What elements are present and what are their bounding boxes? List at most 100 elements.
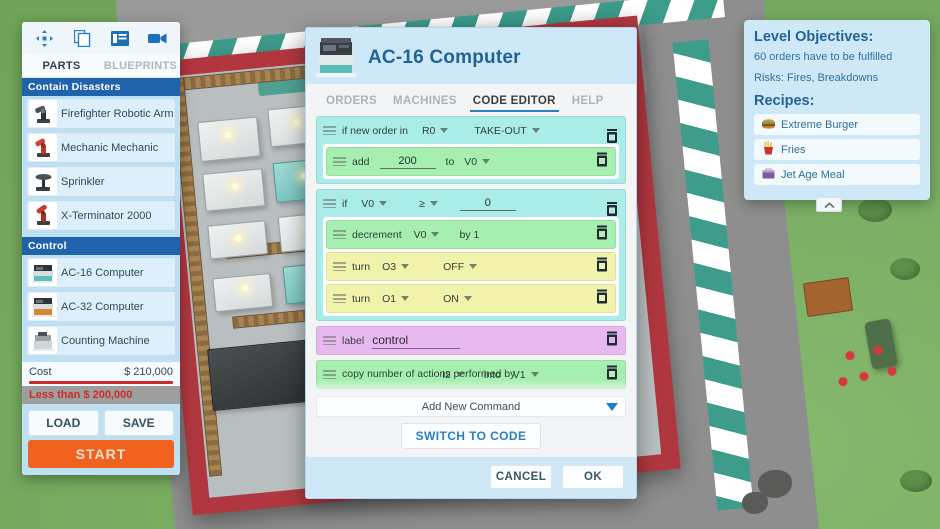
dropdown-output[interactable]: O1: [382, 293, 410, 305]
save-button[interactable]: SAVE: [103, 410, 174, 436]
delete-command-button[interactable]: [596, 152, 608, 171]
mechanic-arm-icon: [29, 134, 57, 161]
add-new-command-dropdown[interactable]: Add New Command: [316, 396, 626, 417]
part-label: Firefighter Robotic Arm: [61, 107, 174, 120]
recipe-jet-age-meal[interactable]: Jet Age Meal: [754, 164, 920, 185]
delete-command-button[interactable]: [606, 365, 618, 384]
number-input[interactable]: 200: [379, 155, 436, 169]
budget-warning: Less than $ 200,000: [22, 386, 180, 404]
tab-orders[interactable]: ORDERS: [326, 95, 378, 107]
ok-button[interactable]: OK: [562, 465, 624, 489]
dropdown-value: V0: [413, 228, 427, 241]
objectives-title: Level Objectives:: [754, 29, 874, 45]
delete-command-button[interactable]: [596, 257, 608, 276]
command-add[interactable]: add 200 to V0: [326, 147, 616, 176]
part-item-ac-32-computer[interactable]: AC-32 Computer: [26, 291, 176, 322]
drag-handle[interactable]: [323, 370, 336, 379]
tool-row: [22, 22, 180, 54]
drag-handle[interactable]: [323, 199, 336, 208]
load-save-row: LOAD SAVE: [22, 404, 180, 440]
dropdown-variable[interactable]: V0: [464, 156, 491, 168]
copy-tool-button[interactable]: [67, 25, 97, 51]
dropdown-value: I2: [442, 368, 451, 381]
recipe-extreme-burger[interactable]: Extreme Burger: [754, 114, 920, 135]
part-item-ac-16-computer[interactable]: AC-16 Computer: [26, 257, 176, 288]
drag-handle[interactable]: [333, 294, 346, 303]
chevron-down-icon: [429, 201, 438, 206]
dropdown-value: OFF: [443, 260, 465, 273]
command-copy-actions[interactable]: copy number of actions performed by I2 i…: [316, 360, 626, 389]
command-connector: into: [483, 368, 501, 381]
dropdown-input[interactable]: I2: [442, 369, 464, 381]
part-item-firefighter-robotic-arm[interactable]: Firefighter Robotic Arm: [26, 98, 176, 129]
command-keyword: decrement: [352, 228, 402, 241]
part-item-x-terminator-2000[interactable]: X-Terminator 2000: [26, 200, 176, 231]
command-turn-o3[interactable]: turn O3 OFF: [326, 252, 616, 281]
tab-help[interactable]: HELP: [571, 95, 604, 107]
dropdown-state[interactable]: OFF: [443, 260, 478, 273]
dropdown-register[interactable]: R0: [421, 124, 449, 137]
x-terminator-icon: [29, 202, 57, 229]
cancel-button[interactable]: CANCEL: [490, 465, 552, 489]
delete-command-button[interactable]: [606, 331, 618, 350]
tab-parts[interactable]: PARTS: [42, 59, 81, 72]
dropdown-variable[interactable]: V1: [513, 369, 539, 381]
camera-tool-button[interactable]: [142, 25, 172, 51]
dropdown-variable[interactable]: V0: [361, 198, 388, 210]
start-row: START: [22, 440, 180, 475]
dropdown-order-type[interactable]: TAKE-OUT: [474, 124, 540, 137]
command-if-compare[interactable]: if V0 ≥ 0: [316, 189, 626, 321]
command-if-new-order[interactable]: if new order in R0 TAKE-OUT: [316, 116, 626, 184]
layers-icon: [110, 30, 129, 46]
layers-tool-button[interactable]: [105, 25, 135, 51]
tab-blueprints[interactable]: BLUEPRINTS: [103, 59, 178, 72]
command-turn-o1[interactable]: turn O1 ON: [326, 284, 616, 313]
move-tool-button[interactable]: [30, 25, 60, 51]
part-label: AC-16 Computer: [61, 266, 144, 279]
command-keyword: turn: [352, 260, 371, 273]
switch-to-code-button[interactable]: SWITCH TO CODE: [400, 423, 542, 449]
part-item-sprinkler[interactable]: Sprinkler: [26, 166, 176, 197]
code-editor-area[interactable]: if new order in R0 TAKE-OUT: [306, 112, 636, 394]
kitchen-machine: [197, 116, 261, 163]
delete-command-button[interactable]: [596, 289, 608, 308]
add-command-label: Add New Command: [421, 400, 521, 413]
load-button[interactable]: LOAD: [28, 410, 99, 436]
part-label: Sprinkler: [61, 175, 105, 188]
dropdown-operator[interactable]: ≥: [419, 198, 438, 210]
delete-command-button[interactable]: [606, 129, 618, 148]
recipe-label: Fries: [781, 143, 806, 156]
part-item-counting-machine[interactable]: Counting Machine: [26, 325, 176, 356]
tab-machines[interactable]: MACHINES: [393, 95, 457, 107]
computer-icon: [316, 36, 358, 80]
dropdown-value: O3: [382, 260, 397, 273]
dropdown-variable[interactable]: V0: [414, 229, 440, 241]
drag-handle[interactable]: [333, 157, 346, 166]
label-text-input[interactable]: control: [372, 333, 461, 349]
drag-handle[interactable]: [333, 230, 346, 239]
number-input[interactable]: 0: [459, 197, 516, 211]
drag-handle[interactable]: [333, 262, 346, 271]
command-keyword: if new order in: [342, 124, 408, 137]
command-decrement[interactable]: decrement V0 by 1: [326, 220, 616, 249]
rock: [742, 492, 768, 514]
drag-handle[interactable]: [323, 336, 336, 345]
recipe-fries[interactable]: Fries: [754, 139, 920, 160]
dropdown-value: R0: [421, 124, 436, 137]
collapse-panel-button[interactable]: [816, 197, 842, 212]
dropdown-value: TAKE-OUT: [474, 124, 527, 137]
computer-icon: [29, 293, 57, 320]
category-header-control: Control: [22, 237, 180, 255]
delete-command-button[interactable]: [606, 202, 618, 221]
tab-code-editor[interactable]: CODE EDITOR: [469, 95, 559, 112]
command-label[interactable]: label control: [316, 326, 626, 355]
start-button[interactable]: START: [28, 440, 174, 468]
dropdown-state[interactable]: ON: [443, 293, 472, 305]
chevron-down-icon: [531, 128, 540, 133]
part-item-mechanic-mechanic[interactable]: Mechanic Mechanic: [26, 132, 176, 163]
delete-command-button[interactable]: [596, 225, 608, 244]
part-list-control: AC-16 Computer AC-32 Computer: [22, 255, 180, 362]
drag-handle[interactable]: [323, 126, 336, 135]
burger-icon: [758, 117, 778, 133]
dropdown-output[interactable]: O3: [382, 260, 410, 273]
